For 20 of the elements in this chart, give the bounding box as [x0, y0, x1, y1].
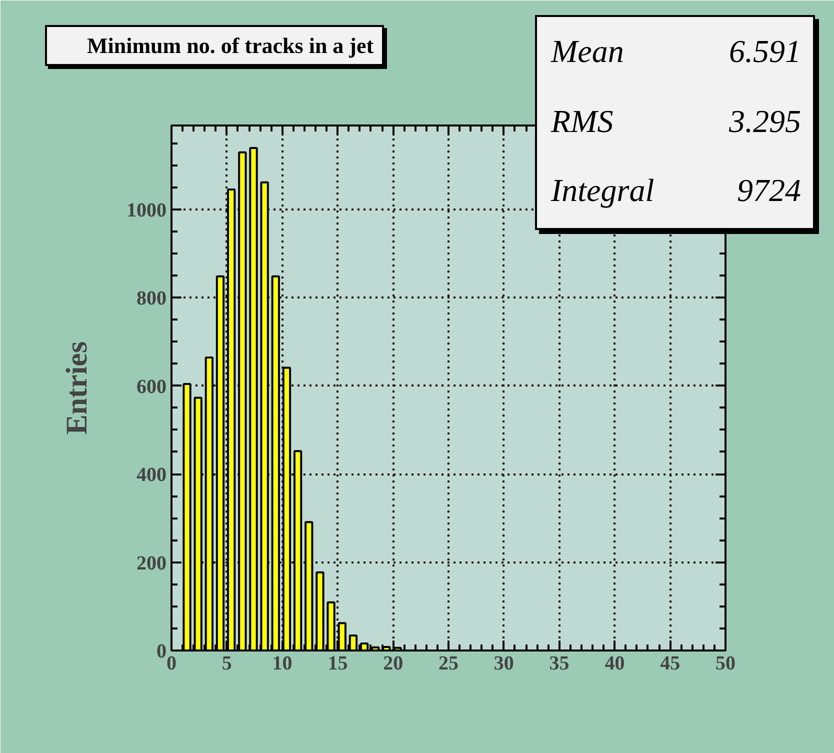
x-tick-label: 5	[222, 652, 232, 674]
x-tick-label: 30	[494, 652, 514, 674]
y-axis-title: Entries	[60, 341, 94, 435]
x-tick-label: 10	[272, 652, 292, 674]
x-tick-label: 25	[438, 652, 458, 674]
x-tick-label: 45	[660, 652, 680, 674]
x-tick-label: 20	[383, 652, 404, 674]
x-tick-label: 40	[604, 652, 625, 674]
text: RMS 3.295	[551, 102, 801, 139]
chart-title: Minimum no. of tracks in a jet	[45, 25, 384, 66]
x-tick-label: 50	[716, 652, 736, 674]
x-tick-label: 35	[549, 652, 570, 674]
text: Mean 6.591	[551, 33, 801, 69]
y-tick-label: 600	[136, 376, 166, 398]
y-tick-label: 400	[136, 464, 166, 486]
y-tick-label: 200	[136, 552, 166, 574]
text: Integral 9724	[551, 172, 801, 208]
y-tick-label: 800	[136, 288, 166, 310]
x-tick-label: 15	[328, 652, 348, 674]
y-tick-label: 1000	[126, 199, 166, 222]
